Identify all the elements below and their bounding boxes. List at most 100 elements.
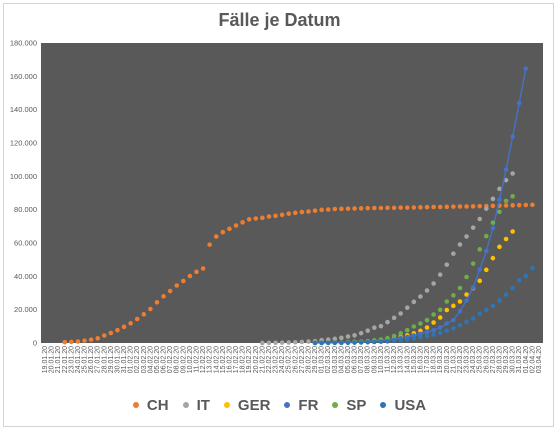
data-point-sp (411, 324, 417, 329)
data-point-sp (391, 333, 397, 339)
legend-marker (223, 402, 230, 409)
data-point-ch (339, 206, 344, 212)
data-point-usa (319, 340, 324, 346)
data-point-ch (345, 206, 351, 211)
data-point-fr (484, 248, 489, 254)
data-point-ch (444, 204, 450, 210)
data-point-fr (444, 321, 450, 326)
x-tick-label: 31.01.20 (121, 346, 128, 373)
data-point-usa (345, 340, 351, 346)
x-tick-label: 03.03.20 (332, 346, 339, 373)
x-tick-label: 09.02.20 (180, 346, 187, 373)
x-tick-label: 02.02.20 (134, 346, 141, 373)
data-point-it (457, 242, 463, 247)
data-point-it (484, 206, 489, 211)
data-point-ch (266, 214, 272, 219)
x-tick-label: 03.02.20 (141, 346, 148, 373)
data-point-ch (220, 229, 226, 235)
x-tick-label: 16.03.20 (417, 346, 424, 373)
data-point-ch (167, 288, 173, 294)
legend-item-ger: GER (223, 397, 270, 414)
data-point-fr (523, 66, 529, 71)
x-tick-label: 19.01.20 (42, 346, 49, 373)
y-tick-label: 20.000 (14, 305, 37, 314)
x-tick-label: 09.03.20 (371, 346, 378, 373)
data-point-ch (451, 204, 456, 209)
data-point-ch (490, 203, 496, 209)
data-point-ch (194, 269, 199, 275)
x-tick-label: 10.03.20 (378, 346, 385, 373)
data-point-it (431, 281, 436, 286)
data-point-it (477, 216, 483, 222)
data-point-usa (325, 340, 331, 346)
x-tick-label: 22.02.20 (266, 346, 273, 373)
data-point-ch (108, 330, 114, 336)
data-point-usa (424, 333, 430, 339)
data-point-usa (523, 273, 529, 279)
data-point-sp (451, 293, 456, 298)
data-point-fr (510, 134, 515, 139)
data-point-usa (312, 340, 318, 346)
data-point-usa (404, 337, 410, 342)
data-point-it (358, 330, 364, 336)
data-point-usa (391, 338, 397, 344)
data-point-it (279, 340, 285, 345)
x-tick-label: 19.02.20 (246, 346, 253, 373)
plot-area (41, 43, 543, 343)
data-point-it (497, 186, 502, 192)
data-point-ch (503, 203, 509, 208)
x-tick-label: 23.01.20 (68, 346, 75, 373)
data-point-ch (306, 209, 311, 214)
data-point-it (260, 340, 265, 346)
data-point-ch (365, 205, 371, 211)
data-point-ch (213, 234, 219, 239)
data-point-ch (134, 316, 140, 322)
x-tick-label: 06.02.20 (161, 346, 168, 373)
data-point-ch (319, 207, 324, 213)
x-tick-label: 28.01.20 (101, 346, 108, 373)
data-point-ch (464, 204, 469, 209)
x-tick-label: 01.04.20 (523, 346, 530, 373)
x-tick-label: 16.02.20 (226, 346, 233, 373)
data-point-sp (503, 198, 509, 204)
x-tick-label: 05.02.20 (154, 346, 161, 373)
data-point-it (470, 225, 476, 230)
data-point-ch (470, 204, 476, 209)
data-point-usa (464, 319, 469, 325)
y-tick-label: 40.000 (14, 272, 37, 281)
data-point-usa (372, 339, 377, 345)
x-tick-label: 26.01.20 (88, 346, 95, 373)
x-tick-label: 24.03.20 (470, 346, 477, 373)
data-point-ch (154, 300, 160, 305)
data-point-usa (516, 278, 522, 283)
data-point-usa (437, 330, 443, 336)
x-tick-label: 22.03.20 (457, 346, 464, 373)
data-point-ch (75, 339, 81, 344)
data-point-it (273, 340, 278, 346)
legend-marker (380, 402, 387, 409)
x-tick-label: 28.03.20 (496, 346, 503, 373)
data-point-sp (464, 274, 469, 280)
data-point-it (352, 333, 357, 338)
data-point-it (411, 299, 417, 305)
data-point-sp (457, 285, 463, 291)
data-point-ch (398, 205, 403, 210)
x-tick-label: 31.03.20 (516, 346, 523, 373)
data-point-fr (451, 317, 456, 323)
y-tick-label: 160.000 (10, 72, 37, 81)
x-tick-label: 17.02.20 (233, 346, 240, 373)
data-point-ch (233, 223, 239, 228)
data-point-ger (477, 278, 483, 284)
data-point-ch (273, 213, 278, 219)
data-point-ch (101, 333, 107, 338)
y-tick-label: 60.000 (14, 239, 37, 248)
legend-item-usa: USA (380, 397, 426, 414)
data-point-usa (332, 340, 338, 346)
legend-marker (182, 402, 189, 409)
x-tick-label: 30.03.20 (510, 346, 517, 373)
x-tick-label: 27.01.20 (95, 346, 102, 373)
x-tick-label: 11.02.20 (193, 346, 200, 373)
series-layer (62, 66, 535, 346)
x-tick-label: 25.02.20 (286, 346, 293, 373)
